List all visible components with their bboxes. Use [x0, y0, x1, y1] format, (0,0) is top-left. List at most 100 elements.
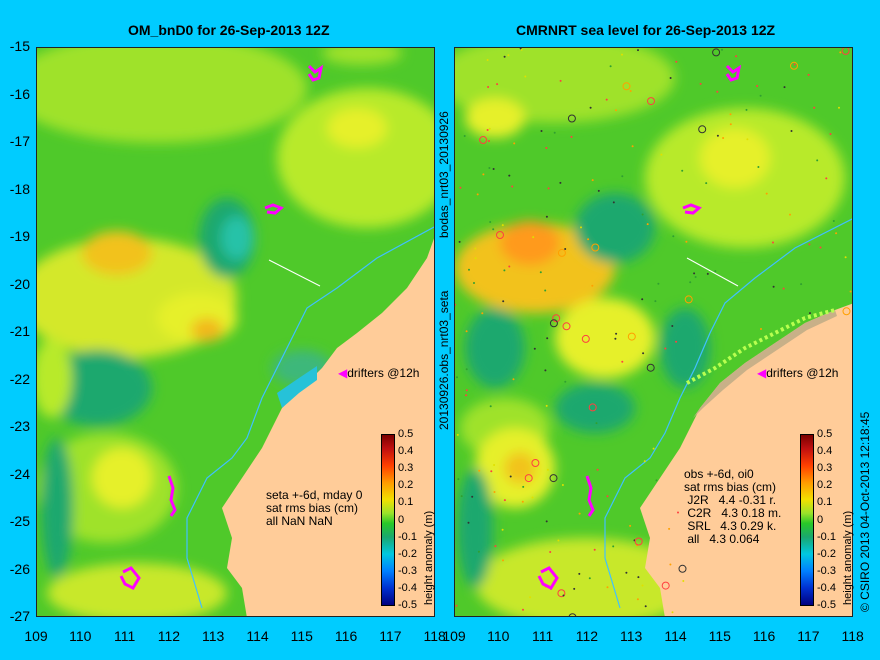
observation-point [621, 175, 624, 178]
observation-point [489, 221, 492, 223]
observation-point [746, 138, 749, 141]
colorbar-tick-label: -0.3 [398, 564, 417, 577]
observation-point [578, 512, 581, 515]
observation-point [841, 48, 850, 55]
observation-point [501, 528, 504, 531]
right-map[interactable] [454, 47, 853, 617]
observation-point [807, 73, 810, 76]
observation-point [668, 527, 671, 530]
observation-point [629, 90, 632, 92]
observation-point [606, 586, 609, 589]
y-tick-label: -15 [9, 38, 30, 54]
left-map[interactable] [36, 47, 435, 617]
observation-point [671, 325, 674, 327]
drifter-track [119, 64, 324, 590]
note-line: obs +-6d, oi0 [684, 467, 754, 481]
observation-point [641, 298, 644, 301]
observation-point [570, 135, 573, 138]
colorbar-tick-label: 0.1 [817, 496, 833, 509]
observation-point [825, 177, 828, 180]
observation-point [712, 48, 721, 57]
observation-point [503, 55, 506, 58]
observation-point [682, 580, 685, 582]
observation-point [835, 232, 838, 235]
observation-point [547, 187, 550, 190]
observation-point [587, 238, 590, 241]
observation-point [468, 268, 470, 271]
observation-point [503, 269, 506, 272]
observation-point [502, 559, 504, 562]
observation-point [511, 185, 514, 188]
y-tick-label: -25 [9, 513, 30, 529]
colorbar-tick-label: -0.2 [398, 547, 417, 560]
observation-point [772, 241, 774, 244]
observation-point [557, 248, 566, 257]
observation-point [456, 433, 459, 436]
observation-point [706, 272, 709, 275]
x-tick-label: 116 [752, 628, 776, 644]
observation-point [557, 589, 566, 598]
observation-point [559, 79, 562, 82]
observation-point [664, 347, 667, 350]
observation-point [486, 129, 489, 131]
observation-point [816, 159, 819, 162]
observation-point [677, 511, 679, 514]
colorbar-tick-label: 0.4 [817, 445, 833, 458]
observation-point [559, 181, 562, 184]
observation-point [832, 220, 835, 222]
x-tick-label: 109 [24, 628, 48, 644]
observation-point [669, 563, 672, 566]
x-tick-label: 116 [334, 628, 358, 644]
y-tick-label: -27 [9, 608, 30, 624]
observation-point [488, 167, 491, 169]
observation-point [765, 192, 768, 195]
observation-point [501, 224, 504, 227]
note-line: J2R 4.4 -0.31 r. [684, 493, 777, 507]
right-colorbar-label: height anomaly (m) [842, 510, 854, 605]
observation-point [698, 125, 707, 134]
left-colorbar-label: height anomaly (m) [423, 510, 435, 605]
observation-point [473, 282, 475, 284]
observation-point [508, 265, 511, 268]
observation-point [489, 405, 492, 408]
observation-point [467, 521, 470, 524]
observation-point [622, 82, 631, 91]
right-stats-note: obs +-6d, oi0 sat rms bias (cm) J2R 4.4 -… [684, 468, 781, 546]
observation-point [675, 340, 678, 343]
y-tick-label: -18 [9, 180, 30, 197]
observation-point [524, 75, 527, 78]
x-tick-label: 118 [841, 628, 864, 644]
y-tick-label: -22 [9, 370, 30, 387]
observation-point [614, 337, 617, 340]
x-tick-label: 111 [531, 628, 554, 644]
x-tick-label: 113 [620, 628, 643, 644]
x-tick-label: 109 [442, 628, 466, 644]
observation-point [531, 496, 534, 499]
observation-point [789, 213, 791, 216]
observation-point [568, 613, 577, 616]
observation-point [729, 123, 732, 126]
observation-point [458, 240, 461, 243]
observation-point [520, 48, 523, 51]
colorbar-tick-label: 0.2 [817, 479, 833, 492]
observation-point [646, 223, 649, 226]
observation-point [627, 332, 636, 341]
left-colorbar [381, 434, 395, 606]
x-tick-label: 110 [69, 628, 92, 644]
observation-point [839, 51, 842, 54]
observation-point [647, 97, 655, 106]
observation-point [689, 281, 692, 284]
observation-point [838, 106, 840, 109]
note-line: seta +-6d, mday 0 [266, 488, 363, 502]
observation-point [496, 83, 499, 86]
observation-point [597, 189, 600, 192]
left-drifters-legend: ◀drifters @12h [338, 366, 419, 380]
note-line: C2R 4.3 0.18 m. [684, 506, 782, 520]
observation-point [487, 86, 490, 88]
observation-point [685, 240, 688, 243]
observation-point [793, 63, 796, 66]
observation-point [808, 243, 811, 246]
observation-point [529, 596, 532, 599]
observation-point [533, 347, 536, 350]
y-tick-label: -23 [9, 418, 30, 434]
